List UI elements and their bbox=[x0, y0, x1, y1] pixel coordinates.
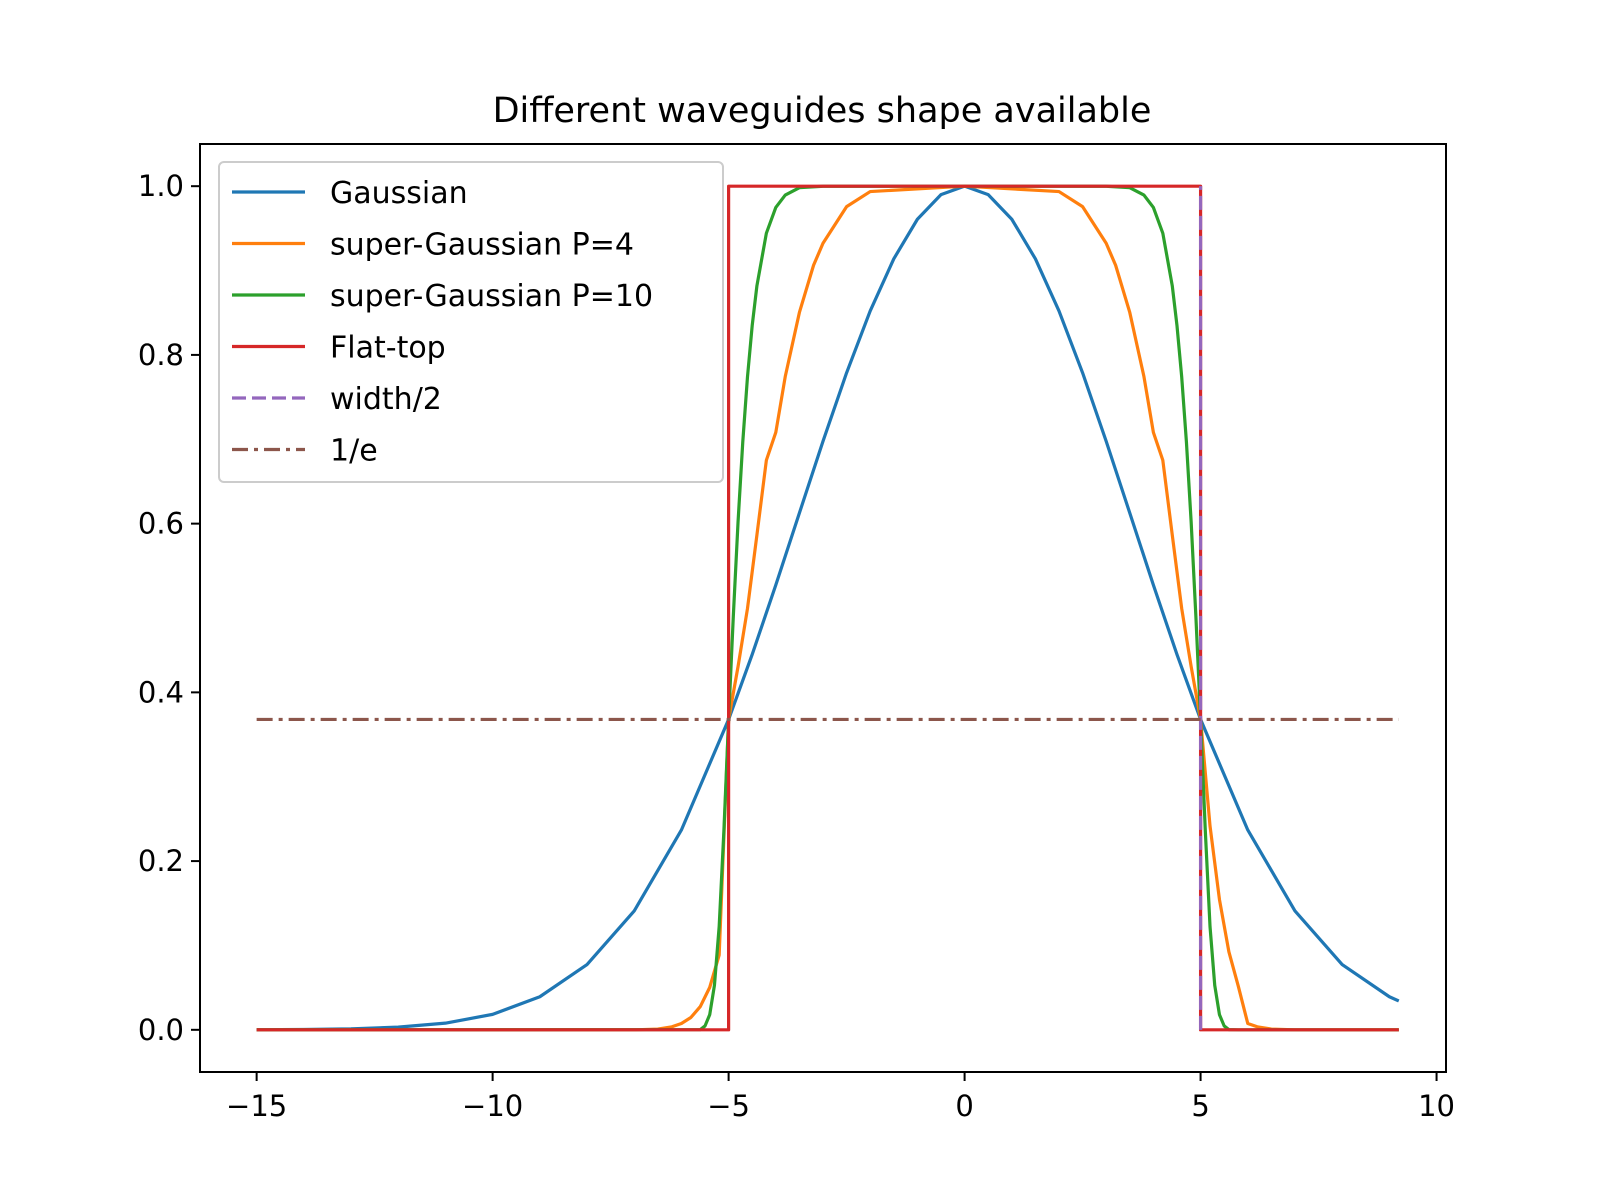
legend-box bbox=[218, 161, 724, 483]
x-tick-label: −5 bbox=[707, 1089, 750, 1123]
legend-label: super-Gaussian P=10 bbox=[330, 279, 653, 314]
legend-label: Gaussian bbox=[330, 176, 468, 211]
legend: Gaussian super-Gaussian P=4 super-Gaussian… bbox=[218, 161, 724, 483]
series-layer bbox=[256, 184, 1400, 1032]
chart-title: Different waveguides shape available bbox=[493, 91, 1152, 131]
y-tick-label: 0.6 bbox=[138, 507, 184, 541]
x-tick-label: 10 bbox=[1418, 1089, 1455, 1123]
legend-label: super-Gaussian P=4 bbox=[330, 228, 634, 263]
x-tick-label: −15 bbox=[226, 1089, 287, 1123]
legend-label: width/2 bbox=[330, 382, 442, 417]
legend-label: Flat-top bbox=[330, 331, 446, 366]
x-tick-label: 5 bbox=[1191, 1089, 1209, 1123]
x-axis: −15 −10 −5 0 5 10 bbox=[226, 1072, 1455, 1123]
y-tick-label: 0.2 bbox=[138, 844, 184, 878]
series-line-0 bbox=[256, 184, 1400, 1032]
y-tick-label: 1.0 bbox=[138, 169, 184, 203]
y-tick-label: 0.0 bbox=[138, 1013, 184, 1047]
y-tick-label: 0.8 bbox=[138, 338, 184, 372]
legend-label: 1/e bbox=[330, 434, 378, 469]
x-tick-label: −10 bbox=[462, 1089, 523, 1123]
axes-frame bbox=[199, 143, 1447, 1073]
y-tick-label: 0.4 bbox=[138, 675, 184, 709]
x-tick-label: 0 bbox=[955, 1089, 973, 1123]
series-line-3 bbox=[256, 184, 1399, 1032]
y-axis: 0.0 0.2 0.4 0.6 0.8 1.0 bbox=[138, 169, 200, 1047]
